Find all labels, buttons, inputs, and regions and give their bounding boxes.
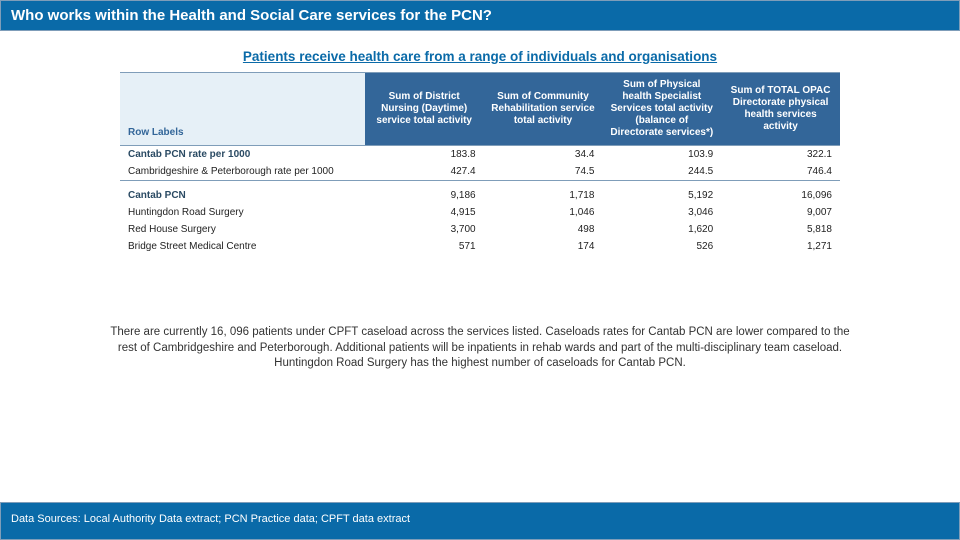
cell-value: 322.1 [721, 146, 840, 164]
cell-value: 183.8 [365, 146, 484, 164]
column-header: Sum of Community Rehabilitation service … [484, 73, 603, 146]
row-label: Cantab PCN [120, 187, 365, 204]
cell-value: 746.4 [721, 163, 840, 181]
table-row: Cambridgeshire & Peterborough rate per 1… [120, 163, 840, 181]
cell-value: 3,700 [365, 221, 484, 238]
row-labels-header: Row Labels [120, 73, 365, 146]
row-label: Huntingdon Road Surgery [120, 204, 365, 221]
table-row: Cantab PCN rate per 1000183.834.4103.932… [120, 146, 840, 164]
cell-value: 1,046 [484, 204, 603, 221]
cell-value: 103.9 [602, 146, 721, 164]
row-label: Red House Surgery [120, 221, 365, 238]
cell-value: 427.4 [365, 163, 484, 181]
cell-value: 74.5 [484, 163, 603, 181]
cell-value: 498 [484, 221, 603, 238]
footer-bar: Data Sources: Local Authority Data extra… [0, 502, 960, 540]
table-row: Cantab PCN9,1861,7185,19216,096 [120, 187, 840, 204]
activity-table: Row LabelsSum of District Nursing (Dayti… [120, 72, 840, 255]
table-row: Huntingdon Road Surgery4,9151,0463,0469,… [120, 204, 840, 221]
row-label: Cantab PCN rate per 1000 [120, 146, 365, 164]
cell-value: 571 [365, 238, 484, 255]
cell-value: 1,620 [602, 221, 721, 238]
cell-value: 174 [484, 238, 603, 255]
column-header: Sum of TOTAL OPAC Directorate physical h… [721, 73, 840, 146]
table-row: Red House Surgery3,7004981,6205,818 [120, 221, 840, 238]
cell-value: 1,271 [721, 238, 840, 255]
column-header: Sum of Physical health Specialist Servic… [602, 73, 721, 146]
cell-value: 4,915 [365, 204, 484, 221]
cell-value: 1,718 [484, 187, 603, 204]
cell-value: 34.4 [484, 146, 603, 164]
cell-value: 9,007 [721, 204, 840, 221]
cell-value: 16,096 [721, 187, 840, 204]
row-label: Bridge Street Medical Centre [120, 238, 365, 255]
data-sources: Data Sources: Local Authority Data extra… [11, 513, 410, 525]
row-label: Cambridgeshire & Peterborough rate per 1… [120, 163, 365, 181]
cell-value: 526 [602, 238, 721, 255]
table-row: Bridge Street Medical Centre5711745261,2… [120, 238, 840, 255]
cell-value: 5,818 [721, 221, 840, 238]
subtitle: Patients receive health care from a rang… [0, 49, 960, 64]
cell-value: 244.5 [602, 163, 721, 181]
page-title-bar: Who works within the Health and Social C… [0, 0, 960, 31]
cell-value: 3,046 [602, 204, 721, 221]
cell-value: 9,186 [365, 187, 484, 204]
activity-table-wrap: Row LabelsSum of District Nursing (Dayti… [120, 72, 840, 255]
column-header: Sum of District Nursing (Daytime) servic… [365, 73, 484, 146]
summary-text: There are currently 16, 096 patients und… [110, 325, 850, 372]
cell-value: 5,192 [602, 187, 721, 204]
page-title: Who works within the Health and Social C… [11, 7, 492, 24]
